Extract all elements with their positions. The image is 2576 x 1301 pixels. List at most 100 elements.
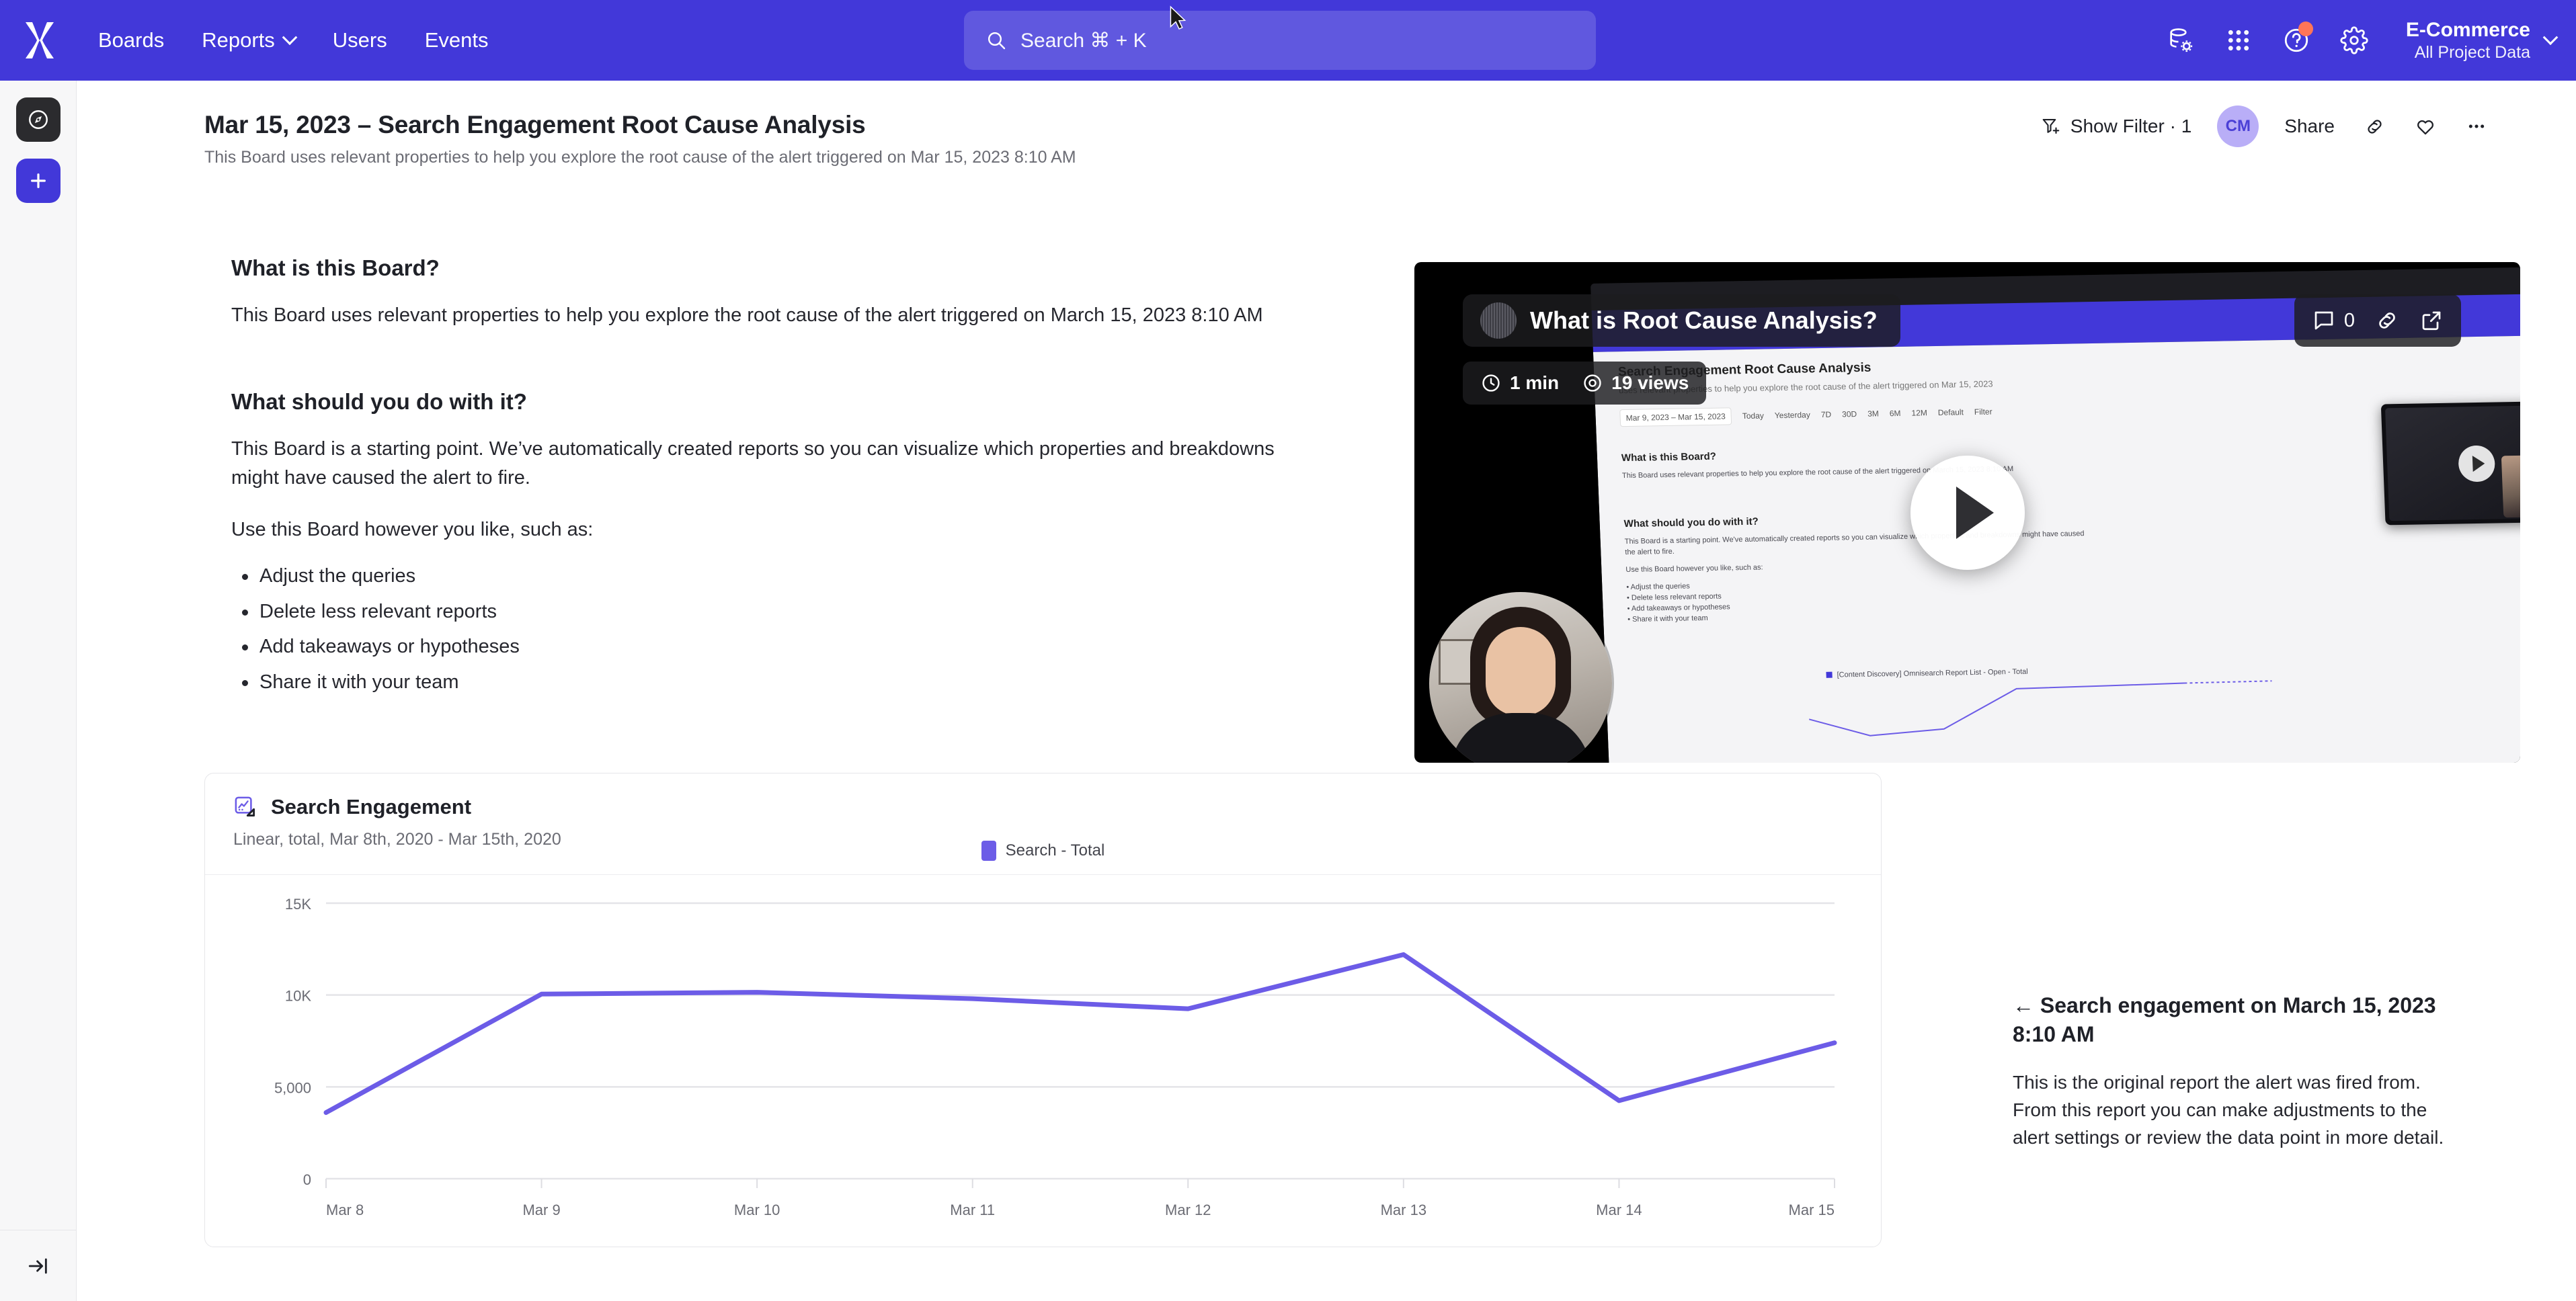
comment-icon <box>2315 311 2333 330</box>
settings-button[interactable] <box>2325 0 2383 81</box>
avatar[interactable]: CM <box>2217 106 2259 147</box>
filter-add-icon <box>2042 118 2060 134</box>
video-views-label: 19 views <box>1611 372 1689 393</box>
video-open-external-button[interactable] <box>2419 308 2444 333</box>
report-card-search-engagement[interactable]: Search Engagement Linear, total, Mar 8th… <box>204 773 1882 1247</box>
project-selector[interactable]: E-Commerce All Project Data <box>2383 17 2559 64</box>
line-chart: 0 5,000 10K 15K Mar 8 Mar 9 Mar 10 Mar 11 Mar 12… <box>274 896 1837 1218</box>
svg-text:Mar 9: Mar 9 <box>522 1202 560 1218</box>
svg-text:10K: 10K <box>285 988 311 1005</box>
video-comment-count: 0 <box>2343 309 2355 331</box>
top-navigation-bar: Boards Reports Users Events Search ⌘ + K <box>0 0 2576 81</box>
open-external-icon <box>2422 311 2441 331</box>
presenter-body <box>1450 713 1591 763</box>
note-body: This is the original report the alert wa… <box>2013 1072 2444 1148</box>
compass-icon <box>28 110 48 129</box>
svg-text:Mar 8: Mar 8 <box>326 1202 364 1218</box>
board-description-column: What is this Board? This Board uses rele… <box>231 255 1280 704</box>
thumb-date-chips: Mar 9, 2023 – Mar 15, 2023 Today Yesterd… <box>1619 403 1993 427</box>
thumb-chip: Today <box>1742 411 1765 421</box>
list-item: Adjust the queries <box>231 562 1280 591</box>
eye-views-icon <box>1584 374 1601 392</box>
svg-text:Mar 11: Mar 11 <box>950 1202 995 1218</box>
chart-plot-area[interactable]: 0 5,000 10K 15K Mar 8 Mar 9 Mar 10 Mar 11 Mar 12… <box>233 878 1853 1241</box>
svg-text:Mar 14: Mar 14 <box>1596 1202 1642 1218</box>
mixpanel-logo[interactable] <box>0 21 79 60</box>
thumb-chip: 7D <box>1820 409 1832 419</box>
video-embed[interactable]: Search Engagement Root Cause Analysis us… <box>1414 262 2520 763</box>
apps-grid-button[interactable] <box>2210 0 2267 81</box>
note-heading: ← Search engagement on March 15, 2023 8:… <box>2013 993 2436 1046</box>
nav-right-actions: E-Commerce All Project Data <box>2152 0 2559 81</box>
clock-icon <box>1482 374 1500 392</box>
svg-text:15K: 15K <box>285 896 311 913</box>
section-heading-what-should-you-do: What should you do with it? <box>231 388 527 414</box>
search-input[interactable]: Search ⌘ + K <box>964 11 1596 70</box>
thumb-chart: [Content Discovery] Omnisearch Report Li… <box>1808 668 2272 737</box>
pip-presenter <box>2501 455 2520 518</box>
nav-item-events[interactable]: Events <box>406 0 508 81</box>
svg-text:Mar 10: Mar 10 <box>734 1202 780 1218</box>
video-meta-pill: 1 min 19 views <box>1463 362 1707 405</box>
list-item: Delete less relevant reports <box>231 597 1280 626</box>
nav-item-events-label: Events <box>424 28 489 52</box>
project-scope: All Project Data <box>2414 43 2530 62</box>
plus-icon <box>30 173 46 188</box>
svg-text:0: 0 <box>303 1171 311 1188</box>
database-settings-icon <box>2170 28 2193 52</box>
data-management-button[interactable] <box>2152 0 2210 81</box>
mixpanel-logo-icon <box>26 22 54 58</box>
report-title: Search Engagement <box>271 795 472 819</box>
nav-item-reports[interactable]: Reports <box>183 0 314 81</box>
expand-sidebar-icon <box>28 1258 47 1273</box>
section-lead-use-this-board: Use this Board however you like, such as… <box>231 518 594 540</box>
left-rail <box>0 81 77 1301</box>
thumb-chip: 6M <box>1889 408 1901 419</box>
thumb-chip: Yesterday <box>1774 410 1811 421</box>
expand-sidebar-button[interactable] <box>0 1230 77 1301</box>
global-search[interactable]: Search ⌘ + K <box>964 11 1596 70</box>
video-copy-link-button[interactable] <box>2375 308 2399 333</box>
nav-item-reports-label: Reports <box>202 28 275 52</box>
play-button[interactable] <box>1910 455 2025 570</box>
project-chevron-down-icon <box>2542 30 2559 46</box>
thumb-chip: Default <box>1937 407 1964 417</box>
search-placeholder: Search ⌘ + K <box>1020 29 1147 52</box>
more-horizontal-icon <box>2468 124 2485 128</box>
help-icon <box>2284 28 2308 52</box>
apps-grid-icon <box>2228 30 2249 51</box>
copy-link-button[interactable] <box>2349 104 2400 149</box>
project-selector-texts: E-Commerce All Project Data <box>2406 17 2530 64</box>
board-note-search-engagement: ← Search engagement on March 15, 2023 8:… <box>2013 991 2456 1152</box>
settings-gear-icon <box>2340 26 2368 54</box>
more-options-button[interactable] <box>2451 104 2502 149</box>
thumb-chip: 30D <box>1841 409 1857 419</box>
help-notification-badge <box>2298 22 2313 36</box>
thumb-page: Search Engagement Root Cause Analysis us… <box>1593 334 2520 763</box>
chart-legend: Search - Total <box>205 841 1881 861</box>
list-item: Share it with your team <box>231 668 1280 697</box>
rail-item-create-new[interactable] <box>15 159 61 203</box>
presenter-face <box>1486 627 1556 716</box>
nav-item-users[interactable]: Users <box>314 0 406 81</box>
rail-item-explore[interactable] <box>15 97 61 142</box>
favorite-button[interactable] <box>2400 104 2451 149</box>
thumb-chip: 3M <box>1867 409 1880 419</box>
nav-item-boards[interactable]: Boards <box>79 0 183 81</box>
board-usage-list: Adjust the queries Delete less relevant … <box>231 562 1280 698</box>
video-duration: 1 min <box>1480 372 1559 394</box>
share-button[interactable]: Share <box>2269 104 2349 149</box>
chevron-down-icon <box>282 30 298 46</box>
board-content: What is this Board? This Board uses rele… <box>77 168 2576 1301</box>
video-thumbnail-screenshot: Search Engagement Root Cause Analysis us… <box>1591 265 2520 763</box>
show-filter-button[interactable]: Show Filter · 1 <box>2026 104 2207 149</box>
page-subtitle: This Board uses relevant properties to h… <box>204 148 1076 167</box>
video-comments-button[interactable]: 0 <box>2312 308 2355 333</box>
heart-icon <box>2417 120 2433 135</box>
svg-text:5,000: 5,000 <box>274 1079 311 1096</box>
section-body-what-is-this-board: This Board uses relevant properties to h… <box>231 304 1263 326</box>
thumb-chip: 12M <box>1911 408 1928 418</box>
project-name: E-Commerce <box>2405 18 2530 41</box>
help-button[interactable] <box>2267 0 2325 81</box>
thumb-text-4: • Adjust the queries • Delete less releva… <box>1626 582 1730 624</box>
